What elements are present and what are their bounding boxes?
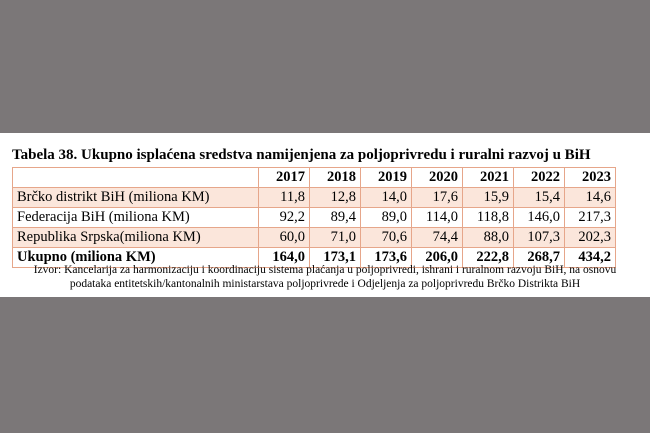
table-cell: 17,6 — [411, 187, 463, 208]
table-cell: 107,3 — [513, 227, 565, 248]
year-header: 2018 — [309, 167, 361, 188]
table-cell: 11,8 — [258, 187, 310, 208]
table-cell: 70,6 — [360, 227, 412, 248]
table-cell: 89,0 — [360, 207, 412, 228]
table-cell: 14,6 — [564, 187, 616, 208]
total-row: Ukupno (miliona KM) 164,0 173,1 173,6 20… — [12, 247, 616, 268]
header-row: 2017 2018 2019 2020 2021 2022 2023 — [12, 167, 616, 188]
table-row: Federacija BiH (miliona KM) 92,2 89,4 89… — [12, 207, 616, 228]
table-cell: 14,0 — [360, 187, 412, 208]
table-cell: 268,7 — [513, 247, 565, 268]
table-cell: 206,0 — [411, 247, 463, 268]
table-cell: 202,3 — [564, 227, 616, 248]
year-header: 2017 — [258, 167, 310, 188]
year-header: 2021 — [462, 167, 514, 188]
year-header: 2019 — [360, 167, 412, 188]
row-label: Brčko distrikt BiH (miliona KM) — [12, 187, 259, 208]
document-page: Tabela 38. Ukupno isplaćena sredstva nam… — [0, 133, 650, 297]
table-cell: 173,1 — [309, 247, 361, 268]
year-header: 2020 — [411, 167, 463, 188]
table-cell: 89,4 — [309, 207, 361, 228]
top-gray-band — [0, 0, 650, 133]
row-label: Federacija BiH (miliona KM) — [12, 207, 259, 228]
table-cell: 88,0 — [462, 227, 514, 248]
table-cell: 434,2 — [564, 247, 616, 268]
table-cell: 146,0 — [513, 207, 565, 228]
table-cell: 118,8 — [462, 207, 514, 228]
table-row: Brčko distrikt BiH (miliona KM) 11,8 12,… — [12, 187, 616, 208]
header-corner — [12, 167, 259, 188]
table-cell: 114,0 — [411, 207, 463, 228]
table-title: Tabela 38. Ukupno isplaćena sredstva nam… — [12, 147, 591, 163]
bottom-gray-band — [0, 297, 650, 433]
table-cell: 92,2 — [258, 207, 310, 228]
table-row: Republika Srpska(miliona KM) 60,0 71,0 7… — [12, 227, 616, 248]
row-label: Ukupno (miliona KM) — [12, 247, 259, 268]
table-cell: 71,0 — [309, 227, 361, 248]
table-cell: 15,4 — [513, 187, 565, 208]
table-cell: 173,6 — [360, 247, 412, 268]
source-line-2: podataka entitetskih/kantonalnih minista… — [69, 278, 581, 290]
table-cell: 15,9 — [462, 187, 514, 208]
row-label: Republika Srpska(miliona KM) — [12, 227, 259, 248]
source-line-1: Izvor: Kancelarija za harmonizaciju i ko… — [33, 264, 617, 276]
table-cell: 74,4 — [411, 227, 463, 248]
table-cell: 222,8 — [462, 247, 514, 268]
data-table: 2017 2018 2019 2020 2021 2022 2023 Brčko… — [12, 167, 616, 268]
source-note: Izvor: Kancelarija za harmonizaciju i ko… — [0, 263, 650, 291]
table-cell: 217,3 — [564, 207, 616, 228]
table-cell: 60,0 — [258, 227, 310, 248]
table-cell: 12,8 — [309, 187, 361, 208]
year-header: 2022 — [513, 167, 565, 188]
year-header: 2023 — [564, 167, 616, 188]
